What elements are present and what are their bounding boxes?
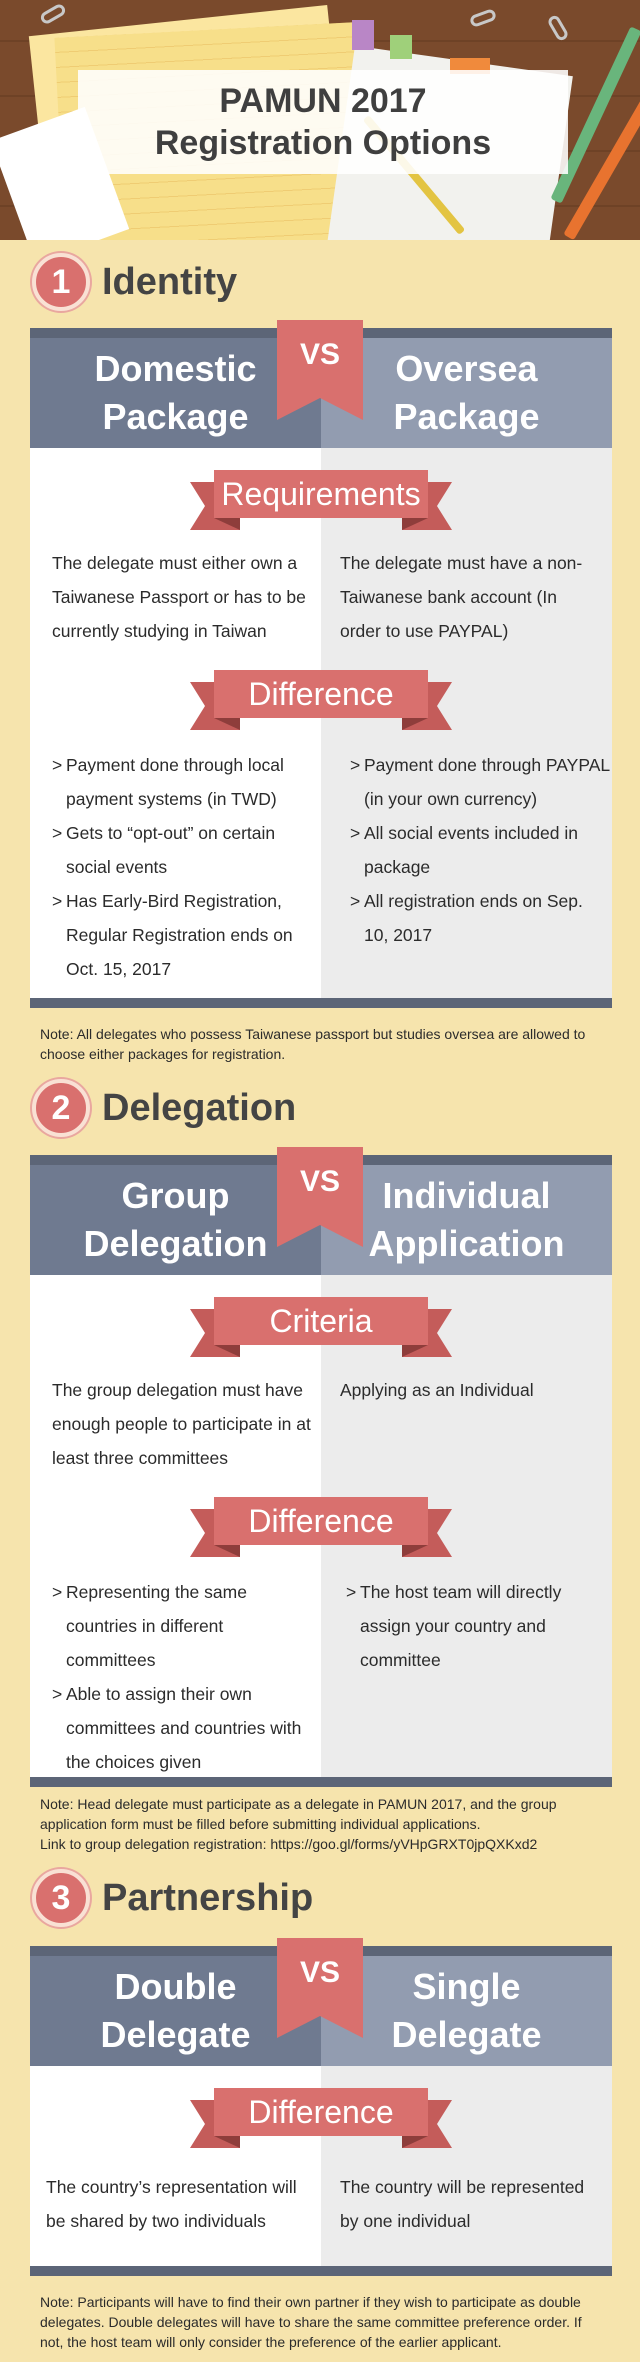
list-item: > The host team will directly assign your… — [346, 1582, 562, 1670]
difference-text-left: The country’s representation will be sha… — [46, 2177, 297, 2231]
list-item: > Payment done through local payment syst… — [52, 755, 284, 809]
vs-label: VS — [299, 1165, 341, 1198]
vs-label: VS — [299, 1956, 341, 1989]
paperclip-icon — [38, 2, 68, 26]
note-delegation: Note: Head delegate must participate as … — [40, 1794, 605, 1854]
vs-label: VS — [299, 338, 341, 371]
list-item: > Able to assign their own committees and… — [52, 1684, 302, 1772]
ribbon-difference: Difference — [190, 1497, 452, 1557]
group-registration-link: Link to group delegation registration: h… — [40, 1836, 538, 1852]
difference-list-right: > The host team will directly assign your… — [346, 1575, 610, 1677]
ribbon-label: Difference — [214, 2088, 428, 2136]
ribbon-requirements: Requirements — [190, 470, 452, 530]
comparison-block-identity: Domestic Package Oversea Package VS Requir… — [30, 320, 612, 1008]
ribbon-criteria: Criteria — [190, 1297, 452, 1357]
option-header-right: Single Delegate — [391, 1966, 542, 2055]
section-title: Identity — [102, 260, 238, 303]
difference-text-right: The country will be represented by one i… — [340, 2177, 585, 2231]
note-identity: Note: All delegates who possess Taiwanes… — [40, 1026, 586, 1062]
option-header-left: Domestic Package — [94, 348, 257, 437]
difference-list-left: > Representing the same countries in diff… — [52, 1575, 314, 1779]
title-line-2: Registration Options — [154, 124, 492, 162]
ribbon-label: Difference — [214, 670, 428, 718]
section-number-badge: 1 — [32, 253, 90, 311]
comparison-block-delegation: Group Delegation Individual Application VS… — [30, 1147, 612, 1787]
section-title: Partnership — [102, 1876, 314, 1919]
section-number-badge: 2 — [32, 1079, 90, 1137]
ribbon-difference: Difference — [190, 2088, 452, 2148]
option-header-left: Double Delegate — [100, 1966, 251, 2055]
paperclip-icon — [546, 13, 570, 43]
note-line: Note: Head delegate must participate as … — [40, 1796, 557, 1832]
list-item: > Gets to “opt-out” on certain social eve… — [52, 823, 276, 877]
section-heading-partnership: 3 Partnership — [32, 1868, 313, 1928]
section-heading-delegation: 2 Delegation — [32, 1078, 296, 1138]
section-number-badge: 3 — [32, 1869, 90, 1927]
paperclip-icon — [468, 7, 498, 29]
title-box — [78, 70, 568, 174]
ribbon-difference: Difference — [190, 670, 452, 730]
difference-list-right: > Payment done through PAYPAL (in your ow… — [350, 748, 610, 952]
difference-list-left: > Payment done through local payment syst… — [52, 748, 314, 986]
list-item: > Representing the same countries in diff… — [52, 1582, 247, 1670]
section-title: Delegation — [102, 1086, 297, 1129]
criteria-text-right: Applying as an Individual — [340, 1380, 534, 1400]
criteria-text-left: The group delegation must have enough pe… — [52, 1380, 311, 1468]
sticky-tab-decoration — [390, 35, 412, 59]
option-header-right: Individual Application — [368, 1175, 565, 1264]
list-item: > All social events included in package — [350, 823, 579, 877]
header-banner: PAMUN 2017 Registration Options — [0, 0, 640, 240]
section-heading-identity: 1 Identity — [32, 252, 237, 312]
page-title: PAMUN 2017 Registration Options — [78, 80, 568, 164]
requirement-text-right: The delegate must have a non-Taiwanese b… — [340, 553, 583, 641]
title-line-1: PAMUN 2017 — [219, 82, 427, 120]
list-item: > Has Early-Bird Registration, Regular Re… — [52, 891, 293, 979]
comparison-block-partnership: Double Delegate Single Delegate VS Differe… — [30, 1938, 612, 2276]
requirement-text-left: The delegate must either own a Taiwanese… — [52, 553, 306, 641]
list-item: > Payment done through PAYPAL (in your ow… — [350, 755, 610, 809]
ribbon-label: Criteria — [214, 1297, 428, 1345]
ribbon-label: Requirements — [214, 470, 428, 518]
ribbon-label: Difference — [214, 1497, 428, 1545]
option-header-left: Group Delegation — [83, 1175, 268, 1264]
note-partnership: Note: Participants will have to find the… — [40, 2294, 582, 2350]
sticky-tab-decoration — [352, 20, 374, 50]
option-header-right: Oversea Package — [393, 348, 540, 437]
list-item: > All registration ends on Sep. 10, 2017 — [350, 891, 583, 945]
